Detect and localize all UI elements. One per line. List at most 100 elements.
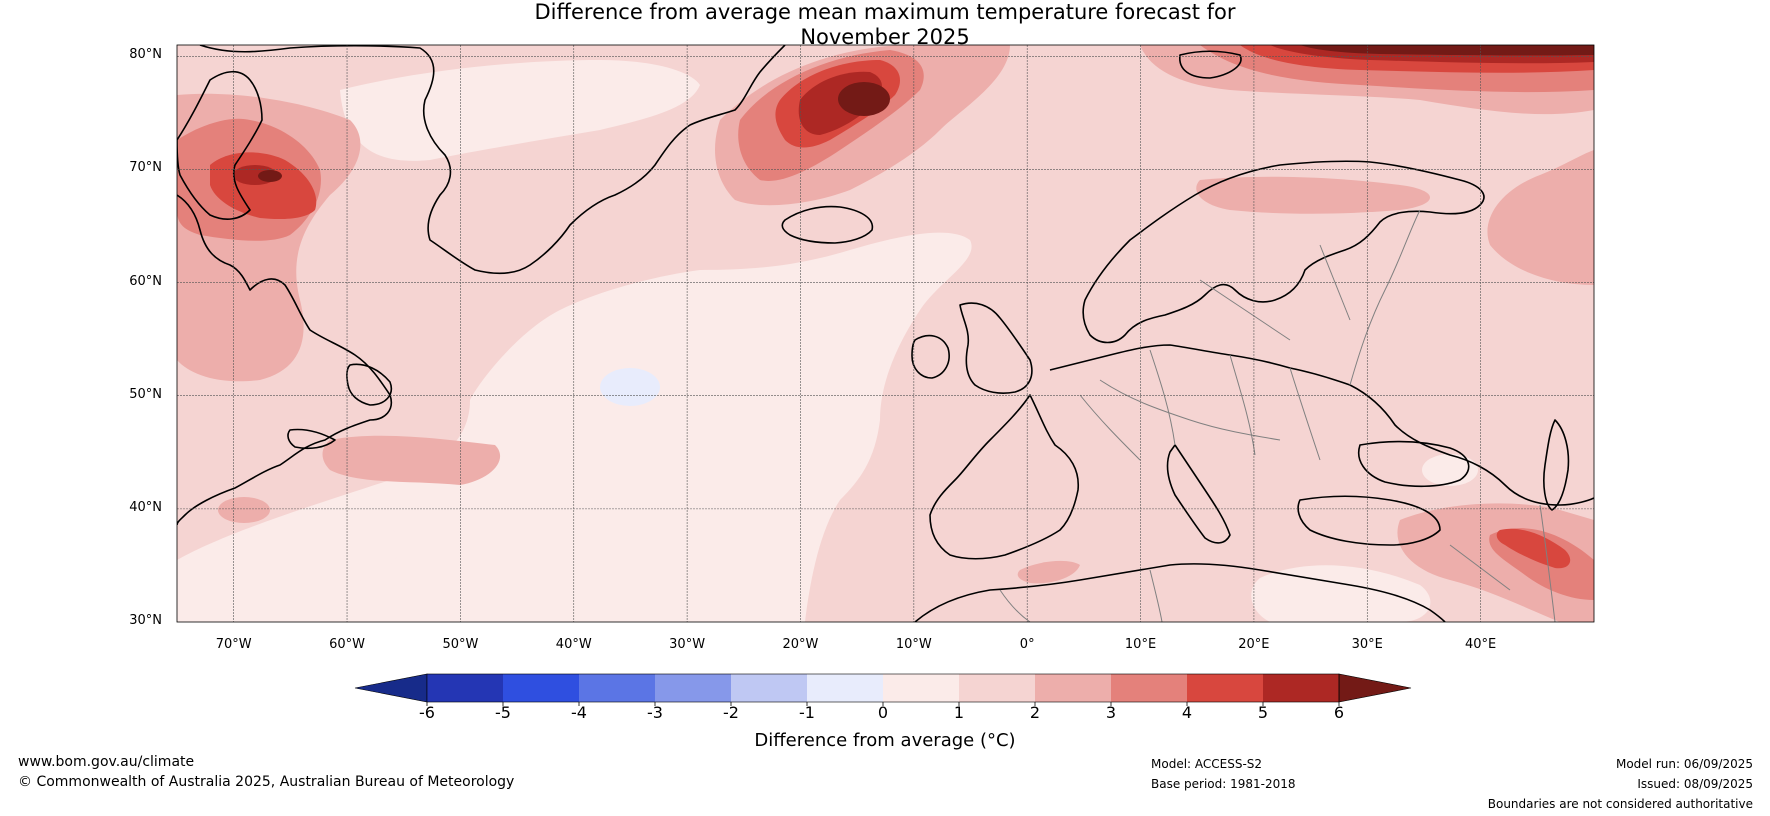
- coastline-iceland: [781, 205, 874, 244]
- longitude-label: 20°W: [782, 637, 819, 652]
- anomaly-labrador-patch: [322, 435, 501, 485]
- coastline-caspian: [1543, 419, 1570, 511]
- colorbar-segment: [731, 674, 807, 702]
- footer-copyright: © Commonwealth of Australia 2025, Austra…: [18, 774, 515, 790]
- latitude-label: 60°N: [129, 273, 162, 289]
- latitude-label: 70°N: [129, 160, 162, 176]
- footer-website: www.bom.gov.au/climate: [18, 754, 195, 770]
- colorbar-segment: [1035, 674, 1111, 702]
- colorbar-tick-label: 3: [1105, 703, 1117, 722]
- colorbar-tick-label: -5: [495, 703, 511, 722]
- coastline-iberia: [929, 394, 1080, 560]
- coastline-nova-scotia: [287, 428, 336, 450]
- colorbar-segment: [427, 674, 503, 702]
- longitude-label: 0°: [1019, 637, 1035, 652]
- colorbar-tick-label: 0: [877, 703, 889, 722]
- longitude-label: 40°W: [555, 637, 592, 652]
- longitude-label: 50°W: [442, 637, 479, 652]
- footer-model-run: Model run: 06/09/2025: [1615, 757, 1753, 771]
- coastline-europe-mainland: [1049, 344, 1594, 506]
- longitude-label: 40°E: [1464, 637, 1497, 652]
- anomaly-africa-patch: [1017, 560, 1080, 584]
- longitude-label: 30°E: [1351, 637, 1383, 652]
- colorbar-segment: [655, 674, 731, 702]
- longitude-label: 60°W: [329, 637, 365, 652]
- anomaly-baffin-peak: [258, 170, 282, 182]
- colorbar-tick-label: 5: [1257, 703, 1269, 722]
- map-frame: [176, 44, 1595, 623]
- gridlines: [177, 45, 1594, 622]
- colorbar-segment: [1187, 674, 1263, 702]
- coastline-uk: [959, 302, 1033, 394]
- colorbar-extension-low: [354, 673, 428, 703]
- border-line-4: [1289, 367, 1321, 461]
- colorbar-tick-label: -6: [419, 703, 435, 722]
- anomaly-cool-patch: [600, 368, 660, 406]
- anomaly-middle-east-hot-core: [1496, 528, 1571, 569]
- anomaly-atlantic-patch: [218, 497, 270, 523]
- latitude-label: 40°N: [129, 499, 162, 515]
- coastline-scandinavia: [1082, 160, 1485, 344]
- border-line-6: [1079, 394, 1141, 461]
- latitude-label: 30°N: [129, 613, 162, 628]
- country-borders: [999, 209, 1556, 622]
- longitude-label: 20°E: [1238, 637, 1270, 652]
- anomaly-scandinavia-patch: [1196, 176, 1430, 214]
- anomaly-greenland-sea-peak: [838, 82, 890, 116]
- border-line-11: [1149, 569, 1163, 622]
- coastline-north-africa: [914, 563, 1446, 622]
- coastline-italy: [1166, 444, 1231, 544]
- colorbar-tick-label: -3: [647, 703, 663, 722]
- colorbar-extension-high: [1338, 673, 1412, 703]
- coastlines: [177, 45, 1594, 622]
- colorbar-tick-label: -2: [723, 703, 739, 722]
- colorbar-tick-label: 4: [1181, 703, 1193, 722]
- footer-base-period: Base period: 1981-2018: [1151, 777, 1296, 791]
- coastline-turkey: [1297, 495, 1441, 546]
- longitude-label: 70°W: [215, 637, 252, 652]
- colorbar: [354, 673, 1412, 706]
- colorbar-segment: [579, 674, 655, 702]
- border-line-10: [999, 589, 1031, 622]
- footer-boundaries-note: Boundaries are not considered authoritat…: [1487, 797, 1753, 811]
- anomaly-baffin-hot-core: [210, 152, 317, 220]
- colorbar-segment: [503, 674, 579, 702]
- latitude-label: 80°N: [129, 47, 162, 63]
- colorbar-segment: [883, 674, 959, 702]
- anomaly-mediterranean-patch: [1251, 565, 1431, 622]
- colorbar-tick-label: -1: [799, 703, 815, 722]
- border-line-8: [1449, 544, 1511, 591]
- longitude-label: 10°W: [895, 637, 932, 652]
- border-line-12: [1199, 279, 1291, 341]
- colorbar-segment: [807, 674, 883, 702]
- longitude-label: 30°W: [669, 637, 706, 652]
- border-line-9: [1539, 504, 1556, 622]
- map-title: Difference from average mean maximum tem…: [0, 0, 1770, 50]
- anomaly-black-sea-patch: [1422, 454, 1478, 486]
- anomaly-ocean-patch-south: [309, 511, 400, 582]
- colorbar-label: Difference from average (°C): [754, 730, 1016, 751]
- anomaly-arctic-peak: [1300, 45, 1594, 56]
- anomaly-ural-region: [1487, 150, 1594, 285]
- latitude-label: 50°N: [129, 386, 162, 402]
- colorbar-tick-label: 1: [953, 703, 965, 722]
- colorbar-tick-label: 2: [1029, 703, 1041, 722]
- colorbar-segment: [1263, 674, 1339, 702]
- coastline-black-sea: [1358, 440, 1470, 488]
- colorbar-tick-label: -4: [571, 703, 587, 722]
- coastline-canada: [177, 194, 392, 526]
- footer-model: Model: ACCESS-S2: [1151, 757, 1263, 771]
- colorbar-segment: [1111, 674, 1187, 702]
- colorbar-segment: [959, 674, 1035, 702]
- footer-issued: Issued: 08/09/2025: [1637, 777, 1753, 791]
- coastline-svalbard: [1179, 50, 1242, 79]
- map-title-line-1: Difference from average mean maximum tem…: [534, 0, 1236, 24]
- coastline-newfoundland: [346, 363, 392, 406]
- border-line-5: [1349, 209, 1421, 386]
- anomaly-field: [177, 45, 1594, 622]
- coastline-baffin-island: [177, 70, 263, 220]
- border-line-3: [1229, 354, 1256, 456]
- coastline-ireland: [911, 334, 950, 379]
- coastline-greenland: [199, 45, 786, 275]
